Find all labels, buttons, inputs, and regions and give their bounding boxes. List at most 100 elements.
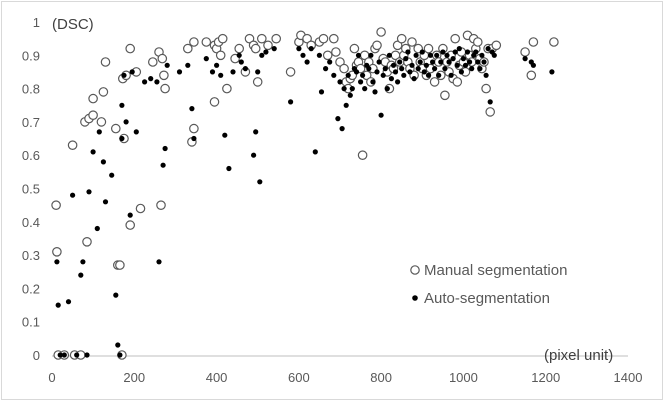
y-tick-label: 0.3 — [22, 248, 40, 263]
manual-point — [318, 33, 329, 44]
auto-point — [102, 199, 109, 205]
auto-point — [259, 52, 265, 58]
manual-point — [234, 43, 244, 54]
manual-point — [98, 87, 109, 97]
auto-point — [436, 72, 442, 78]
auto-point — [368, 52, 374, 58]
manual-point — [115, 260, 125, 270]
auto-point — [415, 66, 421, 72]
auto-point — [446, 59, 452, 65]
x-tick-label: 800 — [370, 370, 392, 385]
manual-point — [222, 83, 232, 94]
auto-point — [481, 59, 487, 65]
auto-point — [257, 179, 263, 185]
auto-point — [467, 59, 473, 65]
auto-point — [327, 59, 333, 65]
auto-point — [123, 119, 129, 125]
auto-point — [156, 259, 162, 265]
manual-point — [157, 53, 168, 64]
legend-marker-manual — [410, 265, 420, 275]
y-tick-label: 1 — [33, 15, 40, 30]
auto-point — [370, 79, 376, 85]
auto-point — [448, 72, 454, 78]
auto-point — [251, 152, 257, 158]
auto-segmentation-points — [54, 46, 555, 358]
manual-point — [125, 43, 135, 54]
auto-point — [397, 59, 403, 65]
auto-point — [403, 56, 409, 62]
auto-point — [341, 86, 347, 92]
x-tick-label: 1400 — [614, 370, 643, 385]
auto-point — [487, 99, 493, 105]
manual-point — [520, 47, 530, 57]
manual-point — [135, 203, 146, 214]
manual-point — [491, 40, 502, 51]
manual-point — [429, 77, 440, 87]
x-tick-label: 600 — [288, 370, 310, 385]
manual-point — [349, 43, 360, 54]
manual-point — [189, 123, 199, 134]
x-tick-labels: 0 200 400 600 800 1000 1200 1400 — [48, 370, 642, 385]
auto-point — [421, 69, 427, 75]
y-axis-label: (DSC) — [52, 16, 94, 33]
manual-segmentation-points — [51, 27, 559, 360]
auto-point — [442, 66, 448, 72]
manual-point — [217, 33, 228, 44]
x-tick-label: 1200 — [531, 370, 560, 385]
auto-point — [238, 59, 244, 65]
auto-point — [203, 56, 209, 62]
auto-point — [176, 69, 183, 75]
auto-point — [477, 66, 483, 72]
auto-point — [479, 52, 485, 58]
auto-point — [392, 69, 399, 75]
auto-point — [94, 225, 100, 232]
auto-point — [209, 69, 216, 75]
manual-point — [339, 63, 349, 74]
manual-point — [252, 77, 263, 87]
auto-point — [522, 56, 528, 62]
manual-point — [96, 117, 107, 127]
auto-point — [65, 299, 72, 305]
manual-point — [372, 40, 382, 51]
auto-point — [345, 72, 351, 78]
auto-point — [316, 52, 322, 58]
auto-point — [378, 112, 384, 118]
auto-point — [84, 352, 90, 358]
y-tick-labels: 0 0.1 0.2 0.3 0.4 0.5 0.6 0.7 0.8 0.9 1 — [22, 15, 40, 363]
manual-point — [156, 200, 166, 210]
y-tick-label: 0 — [33, 348, 40, 363]
auto-point — [374, 69, 380, 75]
auto-point — [189, 106, 195, 112]
auto-point — [355, 52, 362, 58]
auto-point — [411, 76, 417, 82]
auto-point — [288, 99, 294, 105]
manual-point — [183, 43, 193, 54]
auto-point — [339, 126, 345, 132]
manual-point — [528, 37, 539, 47]
manual-point — [125, 220, 135, 230]
auto-point — [308, 46, 314, 52]
auto-point — [388, 76, 394, 82]
manual-point — [88, 93, 98, 104]
manual-point — [407, 37, 417, 47]
auto-point — [434, 52, 440, 58]
auto-point — [191, 135, 197, 142]
manual-point — [250, 43, 261, 54]
auto-point — [485, 46, 491, 52]
manual-point — [396, 33, 407, 44]
auto-point — [460, 56, 466, 62]
auto-point — [337, 79, 343, 85]
auto-point — [452, 49, 458, 55]
auto-point — [473, 49, 479, 55]
auto-point — [255, 69, 261, 75]
auto-point — [133, 129, 139, 135]
auto-point — [458, 69, 464, 75]
manual-point — [271, 33, 281, 44]
auto-point — [491, 52, 497, 58]
manual-point — [148, 57, 158, 67]
auto-point — [395, 79, 401, 85]
auto-point — [142, 79, 148, 85]
manual-point — [322, 50, 333, 61]
